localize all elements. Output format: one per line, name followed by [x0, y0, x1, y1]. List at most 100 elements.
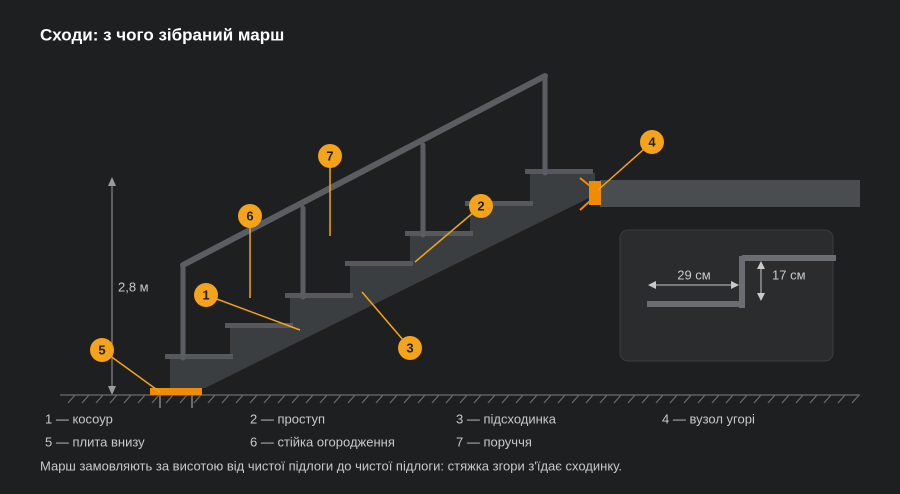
callout-number: 1: [202, 287, 209, 302]
hatch: [627, 394, 636, 404]
hatch: [809, 394, 818, 404]
hatch: [529, 394, 538, 404]
callout-number: 2: [477, 198, 484, 213]
callout-badge: [238, 204, 262, 228]
hatch: [459, 394, 468, 404]
hatch: [543, 394, 552, 404]
hatch: [571, 394, 580, 404]
treads: [165, 169, 593, 359]
tread: [285, 293, 353, 298]
hatch: [599, 394, 608, 404]
legend-item: 7 — поруччя: [456, 434, 532, 449]
callout-badge: [398, 336, 422, 360]
hatch: [823, 394, 832, 404]
inset-dimensions: [648, 261, 765, 301]
hatch: [445, 394, 454, 404]
hatch: [725, 394, 734, 404]
tread: [465, 201, 533, 206]
hatch: [655, 394, 664, 404]
hatch: [165, 394, 174, 404]
legend-item: 5 — плита внизу: [45, 434, 145, 449]
bottom-plate: [150, 388, 202, 395]
hatch: [361, 394, 370, 404]
hatch: [557, 394, 566, 404]
hatch: [431, 394, 440, 404]
hatch: [95, 394, 104, 404]
hatch: [333, 394, 342, 404]
hatch: [81, 394, 90, 404]
top-node-mark: [579, 200, 591, 211]
callout-number: 3: [406, 340, 413, 355]
hatch: [613, 394, 622, 404]
hatch: [193, 394, 202, 404]
hatch: [795, 394, 804, 404]
legend-item: 1 — косоур: [45, 411, 113, 426]
callout-leader: [361, 291, 411, 349]
hatch: [235, 394, 244, 404]
hatch: [221, 394, 230, 404]
hatch: [207, 394, 216, 404]
note: Марш замовляють за висотою від чистої пі…: [40, 458, 622, 473]
callout-number: 4: [648, 134, 656, 149]
hatch: [319, 394, 328, 404]
hatch: [697, 394, 706, 404]
hatch: [109, 394, 118, 404]
hatch: [641, 394, 650, 404]
hatch: [767, 394, 776, 404]
tread: [525, 169, 593, 174]
callout-badge: [194, 283, 218, 307]
legend-item: 4 — вузол угорі: [662, 411, 755, 426]
tread: [405, 231, 473, 236]
landing-slab: [600, 180, 860, 207]
hatch: [711, 394, 720, 404]
tread: [345, 261, 413, 266]
hatch: [249, 394, 258, 404]
hatch: [669, 394, 678, 404]
callout-leader: [414, 205, 482, 263]
hatch: [515, 394, 524, 404]
hatch: [585, 394, 594, 404]
legend-item: 2 — проступ: [250, 411, 325, 426]
hatch: [151, 394, 160, 404]
railing: [180, 73, 548, 361]
hatch: [473, 394, 482, 404]
hatch: [403, 394, 412, 404]
hatch: [305, 394, 314, 404]
callout-badge: [318, 144, 342, 168]
stair-stringer: [170, 173, 595, 388]
callout-badge: [469, 194, 493, 218]
tread: [165, 354, 233, 359]
legend-item: 6 — стійка огородження: [250, 434, 395, 449]
hatch: [487, 394, 496, 404]
hatch: [347, 394, 356, 404]
top-node-mark: [579, 177, 591, 187]
hatch: [179, 394, 188, 404]
hatch: [501, 394, 510, 404]
hatch: [417, 394, 426, 404]
hatch: [781, 394, 790, 404]
title: Сходи: з чого зібраний марш: [40, 25, 284, 44]
callout-badge: [90, 338, 114, 362]
inset-profile: [647, 255, 836, 308]
legend-item: 3 — підсходинка: [456, 411, 557, 426]
hatch: [263, 394, 272, 404]
hatch: [277, 394, 286, 404]
inset: [619, 229, 834, 362]
tread-label: 29 см: [677, 267, 711, 282]
hatch: [739, 394, 748, 404]
hatch: [67, 394, 76, 404]
hatch: [753, 394, 762, 404]
hatch: [291, 394, 300, 404]
hatch: [837, 394, 846, 404]
height-label: 2,8 м: [118, 279, 149, 294]
hatch: [851, 394, 860, 404]
top-node: [589, 181, 601, 205]
callout-badge: [640, 130, 664, 154]
hatch: [683, 394, 692, 404]
hatch: [137, 394, 146, 404]
callout-leader: [597, 141, 653, 191]
riser-label: 17 см: [772, 267, 806, 282]
callout-number: 5: [98, 342, 105, 357]
callout-number: 6: [246, 208, 253, 223]
